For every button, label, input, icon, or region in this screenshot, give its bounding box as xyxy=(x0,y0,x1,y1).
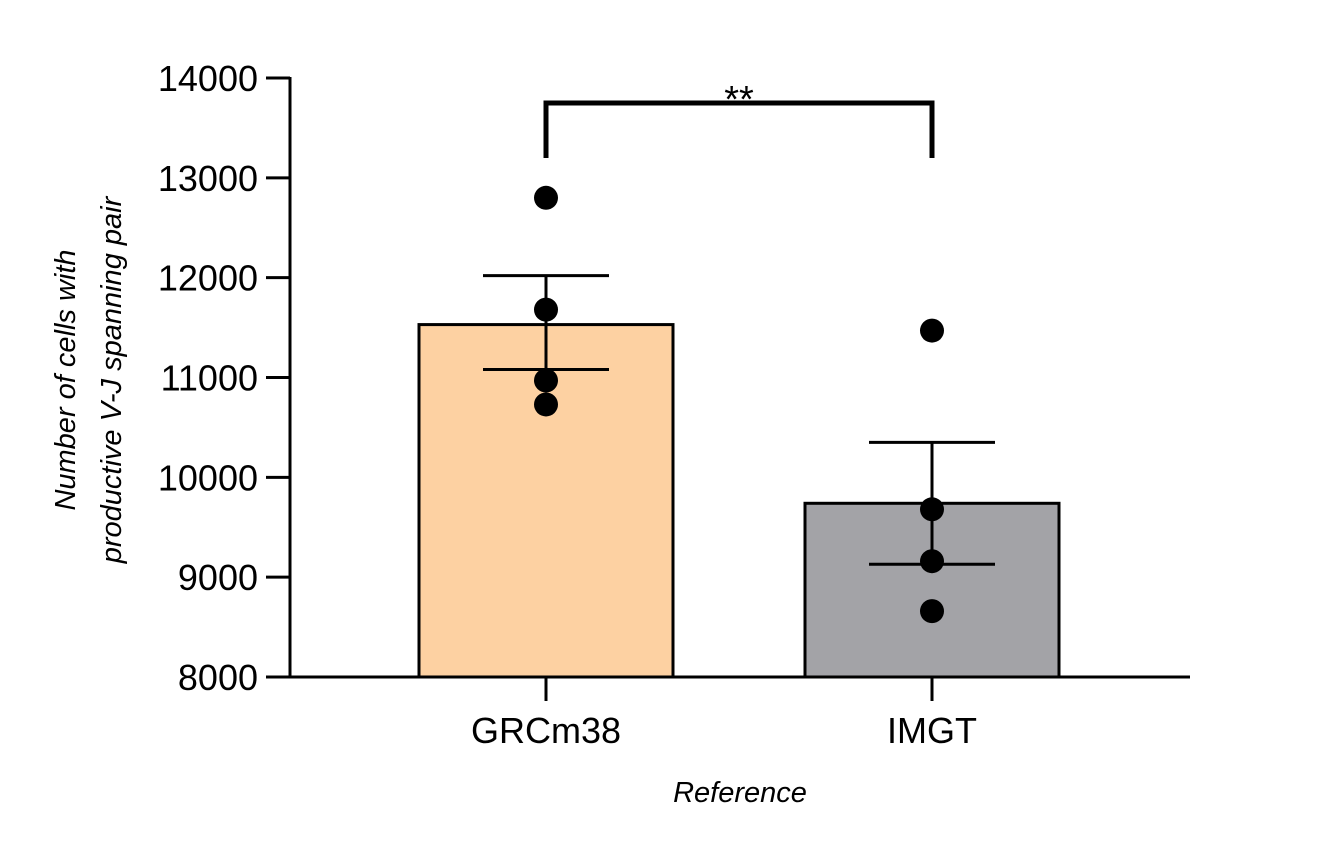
y-axis-title-line-2: productive V-J spanning pair xyxy=(96,195,128,564)
y-tick-label-10000: 10000 xyxy=(158,457,258,498)
x-tick-label-grcm38: GRCm38 xyxy=(471,710,621,751)
y-tick-label-8000: 8000 xyxy=(178,657,258,698)
data-point-grcm38-4 xyxy=(534,392,558,417)
y-tick-label-13000: 13000 xyxy=(158,158,258,199)
data-point-imgt-4 xyxy=(920,599,944,624)
data-point-imgt-1 xyxy=(920,318,944,343)
y-axis-title-line-1: Number of cells with xyxy=(50,249,82,510)
y-tick-label-14000: 14000 xyxy=(158,58,258,99)
x-axis-title: Reference xyxy=(673,777,807,809)
y-axis-title: Number of cells with productive V-J span… xyxy=(50,195,128,564)
data-point-imgt-3 xyxy=(920,549,944,574)
bars-layer xyxy=(417,323,1061,679)
significance-bracket: ** xyxy=(543,79,935,158)
significance-bracket-line xyxy=(543,100,935,158)
y-tick-label-11000: 11000 xyxy=(161,358,258,399)
significance-label: ** xyxy=(724,79,754,121)
data-point-imgt-2 xyxy=(920,497,944,522)
x-ticks-layer: GRCm38 IMGT xyxy=(471,677,977,751)
y-tick-label-9000: 9000 xyxy=(178,557,258,598)
data-point-grcm38-1 xyxy=(534,185,558,210)
y-tick-label-12000: 12000 xyxy=(158,258,258,299)
data-point-grcm38-3 xyxy=(534,368,558,393)
y-ticks-layer: 8000 9000 10000 11000 12000 13000 14000 xyxy=(158,58,290,698)
data-point-grcm38-2 xyxy=(534,297,558,322)
data-points-layer xyxy=(534,185,944,624)
x-tick-label-imgt: IMGT xyxy=(887,710,977,751)
